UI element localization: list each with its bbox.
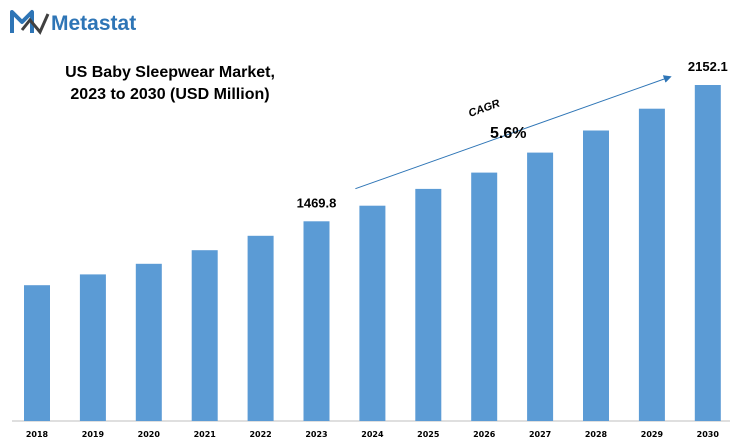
bar-2029 [638, 108, 665, 421]
bar-2022 [247, 235, 274, 421]
bar-2020 [135, 263, 162, 421]
data-labels: 1469.8 2152.1 [297, 59, 728, 210]
brand-name: Metastat [51, 12, 136, 35]
bar-2024 [359, 205, 386, 421]
chart-title-line-1: US Baby Sleepwear Market, [65, 64, 275, 81]
x-tick-2024: 2024 [361, 430, 384, 439]
x-tick-2021: 2021 [194, 430, 217, 439]
x-axis-tick-labels: 2018 2019 2020 2021 2022 2023 2024 2025 2026 2027… [26, 430, 719, 439]
bar-2019 [79, 274, 106, 421]
bar-series [24, 85, 721, 421]
bar-2027 [527, 152, 554, 421]
cagr-arrow [355, 75, 672, 190]
data-label-2030: 2152.1 [688, 59, 728, 74]
x-tick-2029: 2029 [641, 430, 664, 439]
x-tick-2023: 2023 [305, 430, 327, 439]
x-tick-2019: 2019 [82, 430, 105, 439]
x-tick-2027: 2027 [529, 430, 551, 439]
x-tick-2028: 2028 [585, 430, 608, 439]
bar-2028 [583, 130, 609, 421]
bar-2023 [303, 221, 330, 421]
cagr-label: CAGR [467, 98, 502, 120]
bar-2026 [471, 172, 498, 421]
x-tick-2030: 2030 [697, 430, 720, 439]
cagr-value: 5.6% [490, 125, 526, 142]
bar-2025 [415, 188, 442, 421]
bar-2018 [24, 285, 50, 421]
metastat-logo-icon [10, 10, 50, 35]
x-tick-2022: 2022 [249, 430, 271, 439]
x-tick-2025: 2025 [417, 430, 440, 439]
bar-2021 [191, 250, 218, 421]
brand-logo: Metastat [10, 10, 136, 35]
cagr-annotation: CAGR 5.6% [355, 75, 672, 190]
x-tick-2020: 2020 [138, 430, 161, 439]
data-label-2023: 1469.8 [297, 195, 337, 210]
chart-title-line-2: 2023 to 2030 (USD Million) [70, 86, 269, 103]
x-tick-2018: 2018 [26, 430, 49, 439]
x-tick-2026: 2026 [473, 430, 496, 439]
bar-2030 [694, 85, 721, 421]
